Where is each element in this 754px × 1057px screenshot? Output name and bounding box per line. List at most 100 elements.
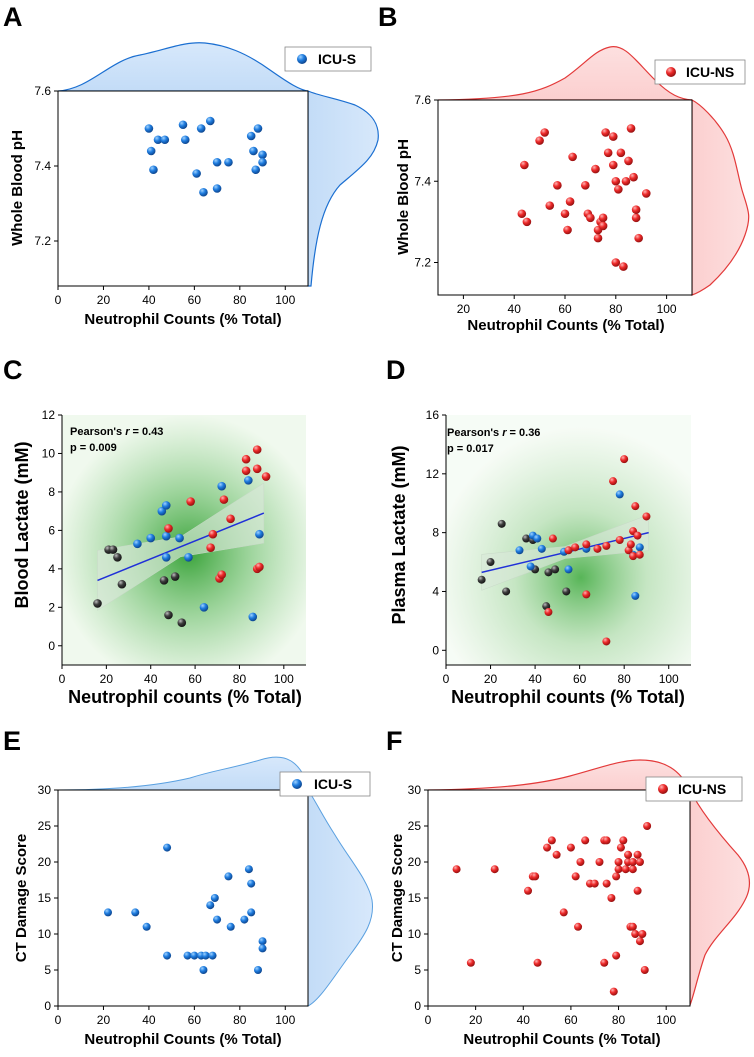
x-tick-label: 100 — [659, 672, 679, 686]
x-tick-label: 40 — [508, 302, 522, 316]
data-point — [601, 128, 610, 137]
data-point — [581, 836, 590, 845]
panel-label-e: E — [3, 726, 21, 756]
data-point-red — [571, 543, 580, 552]
data-point-red — [252, 464, 262, 474]
data-point — [629, 172, 638, 182]
data-point-dark — [159, 576, 169, 585]
data-point — [452, 865, 461, 874]
y-tick-label: 10 — [408, 927, 422, 941]
data-point-blue — [199, 603, 209, 612]
data-point — [563, 225, 572, 235]
data-point — [224, 872, 233, 881]
x-tick-label: 80 — [233, 672, 247, 686]
x-tick-label: 40 — [144, 672, 158, 686]
data-point — [201, 951, 210, 960]
data-point-blue — [217, 481, 227, 491]
data-point-red — [626, 540, 635, 549]
data-point — [178, 120, 188, 130]
data-point — [590, 879, 599, 888]
y-axis-title-b: Whole Blood pH — [395, 139, 412, 255]
data-point — [466, 958, 475, 967]
data-point — [619, 836, 628, 845]
y-tick-label: 20 — [408, 855, 422, 869]
x-tick-label: 20 — [457, 302, 471, 316]
data-point-blue — [255, 529, 264, 539]
data-point — [600, 958, 609, 967]
x-tick-label: 80 — [609, 302, 623, 316]
data-point-blue — [515, 546, 524, 555]
x-tick-label: 60 — [188, 672, 202, 686]
data-point-dark — [117, 579, 127, 589]
data-point-red — [255, 562, 264, 572]
x-tick-label: 20 — [100, 672, 114, 686]
y-tick-label: 4 — [48, 562, 55, 576]
y-tick-label: 5 — [414, 963, 421, 977]
plot-area-b — [437, 99, 693, 296]
legend-label-f: ICU-NS — [678, 781, 726, 797]
kde-right-f — [689, 789, 751, 1006]
y-axis-title-e: CT Damage Score — [13, 834, 30, 962]
data-point-red — [593, 544, 602, 553]
data-point — [520, 160, 529, 170]
data-point — [633, 886, 642, 895]
data-point — [640, 966, 649, 974]
data-point-dark — [164, 610, 173, 620]
x-axis-title-c: Neutrophil counts (% Total) — [68, 687, 302, 707]
data-point-red — [241, 454, 251, 464]
data-point-blue — [248, 612, 258, 622]
x-tick-label: 100 — [656, 1013, 676, 1027]
y-tick-label: 10 — [38, 927, 52, 941]
data-point — [206, 901, 215, 910]
axis-y-a: 7.2 7.4 7.6 — [34, 84, 58, 248]
data-point — [547, 836, 556, 845]
data-point — [192, 169, 201, 178]
data-point — [522, 217, 532, 227]
p-value-c: p = 0.009 — [70, 442, 117, 454]
y-tick-label: 30 — [38, 783, 52, 797]
data-point — [258, 937, 267, 946]
x-tick-label: 0 — [59, 672, 66, 686]
data-point — [545, 201, 555, 210]
data-point — [240, 915, 249, 924]
x-tick-label: 60 — [573, 672, 587, 686]
axis-x-e: 0 20 40 60 80 100 — [55, 1006, 296, 1027]
legend-label-b: ICU-NS — [686, 64, 734, 80]
data-point — [624, 156, 633, 166]
x-tick-label: 80 — [612, 1013, 626, 1027]
data-point — [635, 937, 644, 946]
data-point-red — [631, 502, 640, 511]
data-point — [524, 886, 533, 895]
data-point — [614, 185, 623, 194]
data-point — [212, 184, 222, 193]
axis-x-c: 0 20 40 60 80 100 — [59, 665, 294, 686]
data-point — [616, 843, 625, 852]
y-tick-label: 0 — [48, 639, 55, 653]
x-axis-title-d: Neutrophil counts (% Total) — [451, 687, 685, 707]
data-point-blue — [161, 531, 171, 541]
points-b — [517, 124, 651, 271]
y-tick-label: 7.4 — [34, 159, 51, 173]
data-point — [258, 157, 267, 167]
data-point-dark — [113, 553, 122, 562]
data-point — [631, 205, 641, 214]
y-tick-label: 15 — [408, 891, 422, 905]
y-tick-label: 25 — [408, 819, 422, 833]
data-point-dark — [544, 568, 553, 577]
legend-label-e: ICU-S — [314, 776, 352, 792]
data-point — [638, 930, 647, 938]
data-point-red — [582, 590, 591, 599]
data-point — [612, 872, 621, 881]
data-point — [258, 150, 267, 160]
axis-y-b: 7.2 7.4 7.6 — [414, 93, 438, 270]
data-point — [196, 124, 206, 133]
y-tick-label: 0 — [414, 999, 421, 1013]
data-point — [163, 843, 172, 852]
y-tick-label: 7.2 — [34, 234, 51, 248]
data-point — [628, 865, 637, 874]
data-point — [586, 213, 595, 223]
data-point-red — [186, 497, 195, 506]
data-point-red — [642, 512, 651, 521]
axis-x-f: 0 20 40 60 80 100 — [425, 1006, 677, 1027]
